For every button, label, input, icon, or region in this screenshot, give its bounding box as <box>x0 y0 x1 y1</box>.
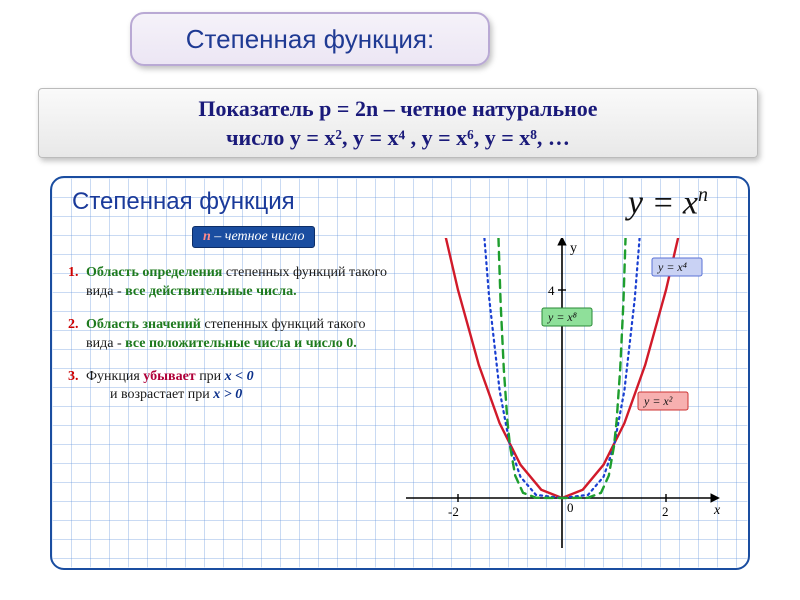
prop3-num: 3. <box>68 368 79 387</box>
subtitle-line2: число у = х², у = х⁴ , у = х⁶, у = х⁸, … <box>53 124 743 153</box>
chart-svg: -2 2 4 0 x y y = x² y = x⁴ y = x⁸ <box>402 238 722 548</box>
svg-text:y = x⁸: y = x⁸ <box>547 310 577 324</box>
prop1-num: 1. <box>68 264 79 283</box>
svg-text:y = x⁴: y = x⁴ <box>657 260 687 274</box>
prop1-lead: Область определения <box>86 265 222 280</box>
prop2-lead: Область значений <box>86 317 201 332</box>
badge-text: – четное число <box>211 229 305 244</box>
badge-n: n <box>203 229 211 244</box>
prop2-highlight: все положительные числа и число 0. <box>125 336 357 351</box>
svg-text:0: 0 <box>567 500 574 515</box>
panel-title: Степенная функция <box>72 188 295 216</box>
formula: y = xn <box>628 184 708 222</box>
prop3-c: и возрастает при <box>86 387 213 402</box>
prop3-cond1: x < 0 <box>225 369 254 384</box>
svg-text:y = x²: y = x² <box>643 394 673 408</box>
property-3: 3. Функция убывает при x < 0 и возрастае… <box>68 368 388 406</box>
graph-panel: Степенная функция y = xn n – четное числ… <box>50 176 750 570</box>
prop3-dec: убывает <box>143 369 195 384</box>
svg-text:4: 4 <box>548 283 555 298</box>
prop3-b: при <box>199 369 224 384</box>
svg-text:y: y <box>570 241 577 256</box>
svg-text:x: x <box>713 503 721 518</box>
svg-text:2: 2 <box>662 504 669 519</box>
property-1: 1. Область определения степенных функций… <box>68 264 388 302</box>
prop3-cond2: x > 0 <box>213 387 242 402</box>
power-function-chart: -2 2 4 0 x y y = x² y = x⁴ y = x⁸ <box>402 238 722 548</box>
prop2-num: 2. <box>68 316 79 335</box>
title-text: Степенная функция: <box>186 24 434 55</box>
title-box: Степенная функция: <box>130 12 490 66</box>
even-n-badge: n – четное число <box>192 226 315 248</box>
subtitle-line1: Показатель р = 2n – четное натуральное <box>53 95 743 124</box>
properties-list: 1. Область определения степенных функций… <box>68 264 388 419</box>
subtitle-box: Показатель р = 2n – четное натуральное ч… <box>38 88 758 158</box>
property-2: 2. Область значений степенных функций та… <box>68 316 388 354</box>
svg-text:-2: -2 <box>448 504 459 519</box>
prop3-a: Функция <box>86 369 143 384</box>
prop1-highlight: все действительные числа. <box>125 284 297 299</box>
